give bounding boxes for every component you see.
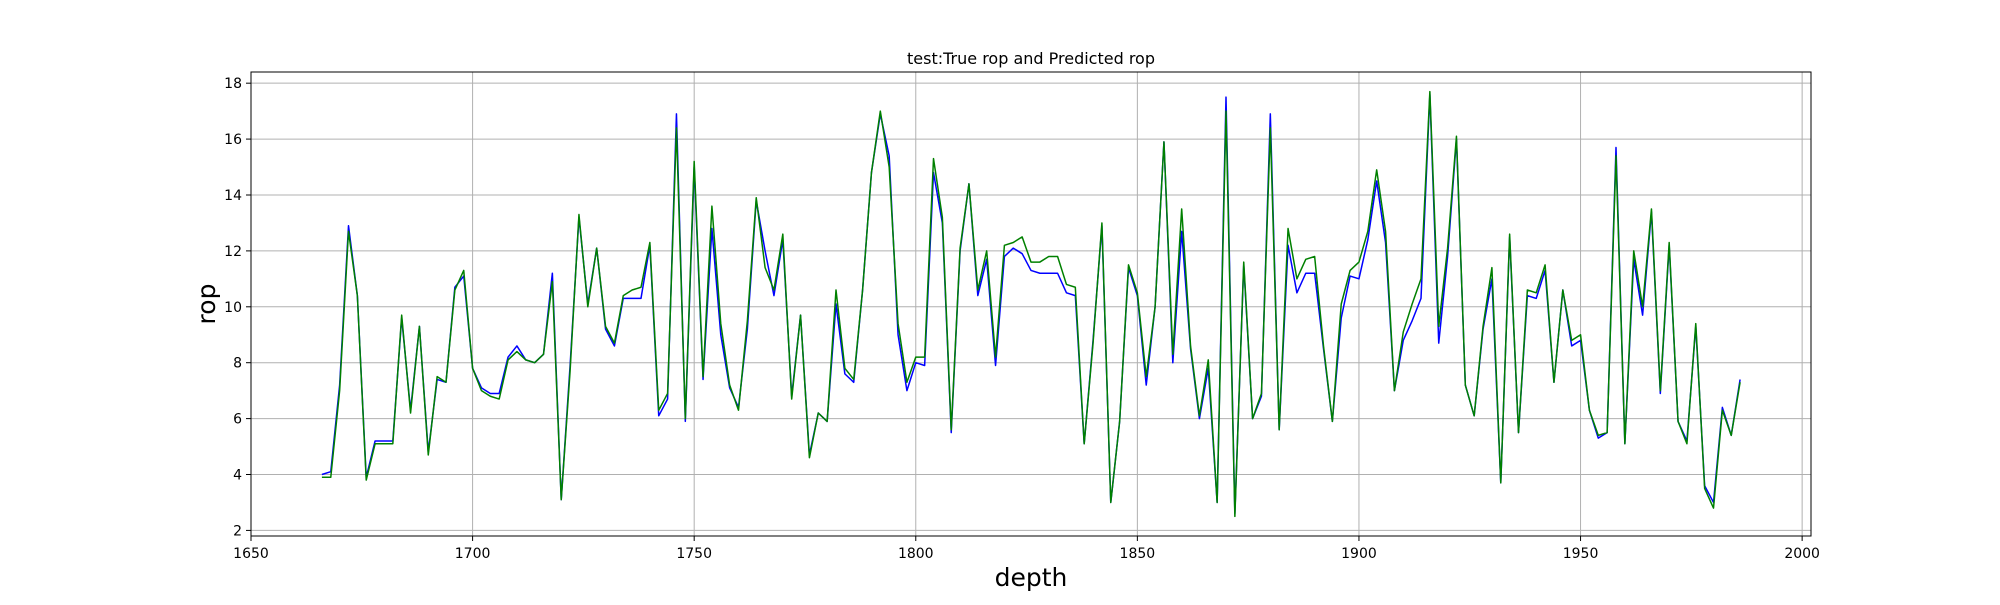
plot-frame — [250, 71, 1812, 537]
y-tick-label: 4 — [233, 468, 242, 484]
x-axis-label: depth — [995, 563, 1068, 592]
grid-layer — [250, 72, 1811, 536]
predicted-rop-line — [321, 90, 1741, 518]
x-tick-label: 1750 — [676, 546, 712, 562]
y-tick-label: 6 — [233, 412, 242, 428]
x-tick-label: 1800 — [898, 546, 934, 562]
y-tick-label: 8 — [233, 356, 242, 372]
y-tick-label: 16 — [224, 132, 242, 148]
chart-title: test:True rop and Predicted rop — [907, 49, 1155, 68]
x-tick-label: 1650 — [233, 546, 269, 562]
y-tick-label: 12 — [224, 244, 242, 260]
y-tick-label: 10 — [224, 300, 242, 316]
x-tick-label: 1700 — [455, 546, 491, 562]
y-tick-label: 14 — [224, 188, 242, 204]
true-rop-line — [321, 93, 1741, 515]
x-tick-label: 2000 — [1784, 546, 1820, 562]
x-tick-label: 1950 — [1563, 546, 1599, 562]
y-axis-label: rop — [192, 284, 221, 325]
x-tick-label: 1850 — [1120, 546, 1156, 562]
y-tick-label: 2 — [233, 523, 242, 539]
series-layer — [321, 90, 1741, 518]
x-tick-label: 1900 — [1341, 546, 1377, 562]
ticks-layer: 1650 1700 1750 1800 1850 1900 1950 2000 2 4 6 8 10 12… — [224, 76, 1820, 562]
y-tick-label: 18 — [224, 76, 242, 92]
